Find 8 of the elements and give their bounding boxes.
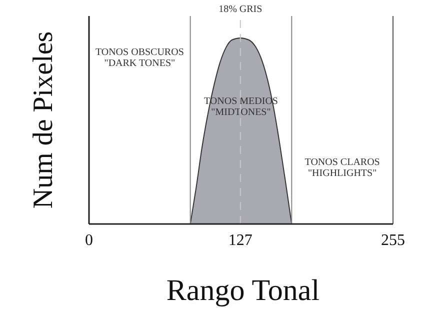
x-axis-title: Rango Tonal bbox=[166, 274, 320, 307]
x-tick-label: 0 bbox=[85, 232, 93, 249]
y-axis-title: Num de Pixeles bbox=[28, 31, 59, 209]
ref-line-label: 18% GRIS bbox=[218, 4, 262, 15]
annotation: TONOS CLAROS "HIGHLIGHTS" bbox=[304, 157, 380, 179]
annotation: TONOS OBSCUROS "DARK TONES" bbox=[95, 47, 184, 69]
x-tick-label: 255 bbox=[381, 232, 405, 249]
x-tick-label: 127 bbox=[228, 232, 252, 249]
